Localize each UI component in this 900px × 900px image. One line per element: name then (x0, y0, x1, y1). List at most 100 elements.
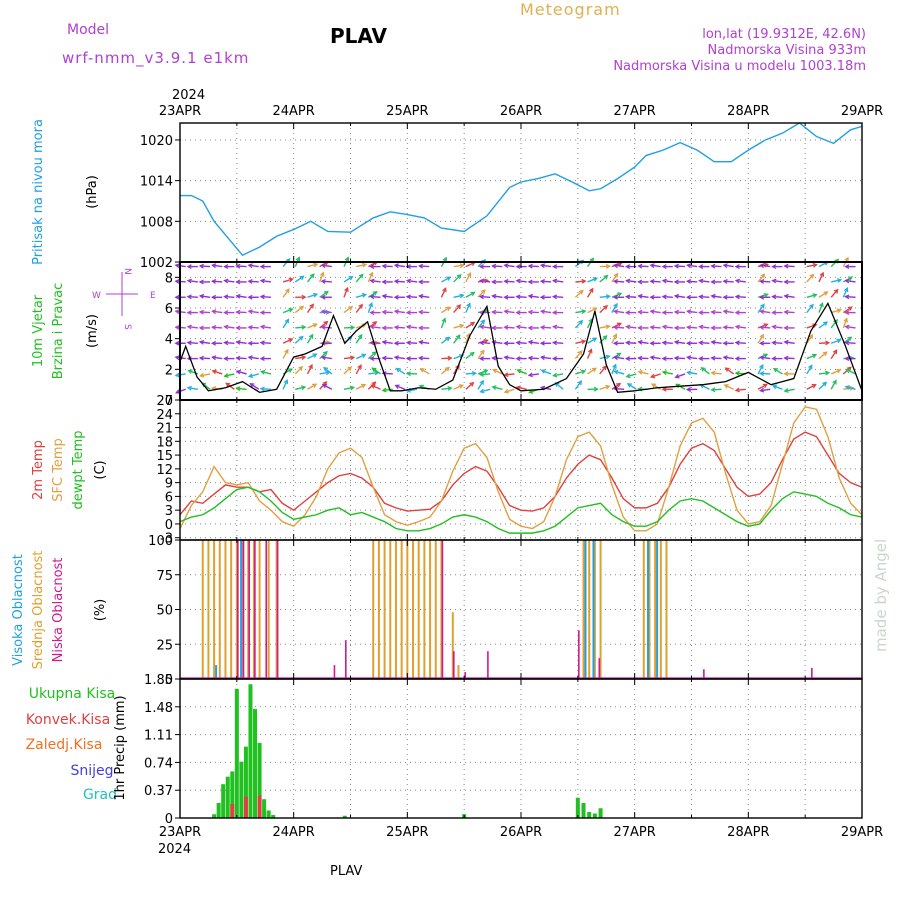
wind-arrow-head (539, 294, 545, 300)
wind-arrow-head (759, 309, 765, 315)
wind-arrow-head (844, 324, 850, 330)
wind-arrow-head (446, 276, 452, 281)
wind-arrow (321, 356, 332, 360)
wind-arrow (830, 349, 838, 359)
wind-arrow-head (515, 294, 521, 300)
wind-arrow (441, 357, 452, 360)
wind-arrow (599, 365, 607, 375)
wind-arrow (611, 273, 619, 283)
wind-arrow-head (844, 310, 850, 316)
precipitation-ytick-label: 1.48 (144, 701, 173, 716)
wind-arrow-head (223, 278, 229, 284)
x-label-bottom: 23APR (159, 825, 201, 840)
wind-arrow (321, 326, 332, 329)
wind-arrow (453, 334, 461, 344)
wind-arrow-head (479, 349, 485, 355)
wind-arrow (516, 341, 527, 344)
wind-arrow (321, 310, 332, 314)
wind-arrow-head (710, 279, 716, 285)
temperature-ytick-label: 9 (165, 477, 173, 492)
wind-arrow (504, 388, 515, 393)
wind-arrow-head (381, 387, 387, 393)
wind-arrow (187, 387, 198, 390)
wind-arrow (674, 357, 686, 360)
wind-arrow-head (445, 366, 451, 372)
wind-arrow-head (710, 355, 716, 361)
wind-arrow-head (613, 369, 619, 375)
wind-arrow-head (259, 386, 265, 392)
wind-arrow-head (578, 319, 584, 325)
wind-arrow (394, 356, 405, 360)
year-label-bottom: 2024 (158, 842, 191, 857)
wind-arrow (723, 356, 734, 360)
compass-n: N (122, 268, 132, 275)
wind-arrow (830, 259, 839, 268)
precip-bar (253, 709, 258, 818)
wind-arrow (200, 373, 211, 377)
wind-arrow-head (299, 275, 305, 281)
wind-arrow-head (612, 333, 618, 339)
x-label-bottom: 29APR (841, 825, 883, 840)
wind-arrow (638, 371, 649, 375)
pressure-units: (hPa) (85, 175, 100, 209)
wind-arrow (343, 356, 355, 360)
wind-arrow-head (685, 340, 691, 346)
wind-arrow (757, 364, 764, 375)
wind-arrow (480, 295, 491, 298)
wind-arrow-head (617, 292, 623, 297)
ticks-layer: 100210081014102002468-303691215182124270… (140, 123, 863, 827)
wind-arrow (453, 294, 464, 298)
wind-arrow (700, 384, 710, 390)
wind-arrow-head (370, 384, 376, 389)
precip-bar (257, 742, 262, 818)
wind-arrow-head (552, 372, 558, 378)
wind-arrow-head (418, 325, 424, 331)
wind-arrow (504, 326, 515, 329)
x-label-top: 29APR (841, 104, 883, 119)
wind-arrow (260, 388, 271, 390)
wind-arrow (440, 287, 447, 298)
wind-arrow-head (612, 325, 619, 330)
temperature-ytick-label: 24 (156, 408, 173, 423)
cloud-ylabel-0: Visoka Oblacnost (11, 554, 26, 666)
wind-arrow-head (581, 339, 587, 345)
wind-arrow (611, 333, 617, 344)
wind-arrow-head (763, 292, 769, 298)
wind-arrow-head (470, 291, 476, 297)
precip-bar (266, 810, 271, 818)
wind-arrow (440, 366, 450, 375)
wind-arrow-head (649, 294, 655, 300)
wind-arrow-head (393, 294, 399, 300)
wind-arrow-head (187, 369, 193, 374)
wind-arrow-head (539, 279, 545, 284)
wind-arrow-head (551, 340, 558, 346)
wind-arrow-head (809, 273, 815, 279)
wind-arrow-head (593, 386, 599, 392)
wind-arrow-head (361, 353, 367, 359)
wind-arrow-head (503, 325, 509, 330)
wind-arrow-head (844, 356, 850, 362)
wind-arrow (723, 326, 734, 329)
precipitation-ytick-label: 0 (165, 812, 173, 827)
wind-arrow-head (225, 382, 231, 388)
wind-arrow (224, 325, 235, 329)
wind-ytick-label: 8 (165, 271, 173, 286)
wind-arrow-head (259, 340, 265, 346)
temp-ylabel-2: dewpt Temp (71, 430, 86, 509)
wind-arrow-head (612, 355, 619, 361)
wind-arrow (846, 368, 856, 375)
wind-arrow-head (710, 370, 716, 376)
wind-arrow-head (369, 278, 375, 284)
wind-arrow (760, 310, 771, 314)
wind-arrow (367, 351, 377, 360)
wind-arrow (711, 265, 722, 268)
wind-arrow-head (722, 325, 728, 330)
wind-arrow (368, 371, 379, 375)
wind-arrow-head (808, 364, 813, 370)
footer-station: PLAV (330, 864, 362, 879)
wind-arrow-head (551, 310, 558, 316)
wind-arrow-head (418, 279, 424, 285)
wind-arrow-head (836, 368, 842, 374)
wind-arrow-head (625, 324, 631, 330)
wind-arrow-head (637, 355, 643, 361)
